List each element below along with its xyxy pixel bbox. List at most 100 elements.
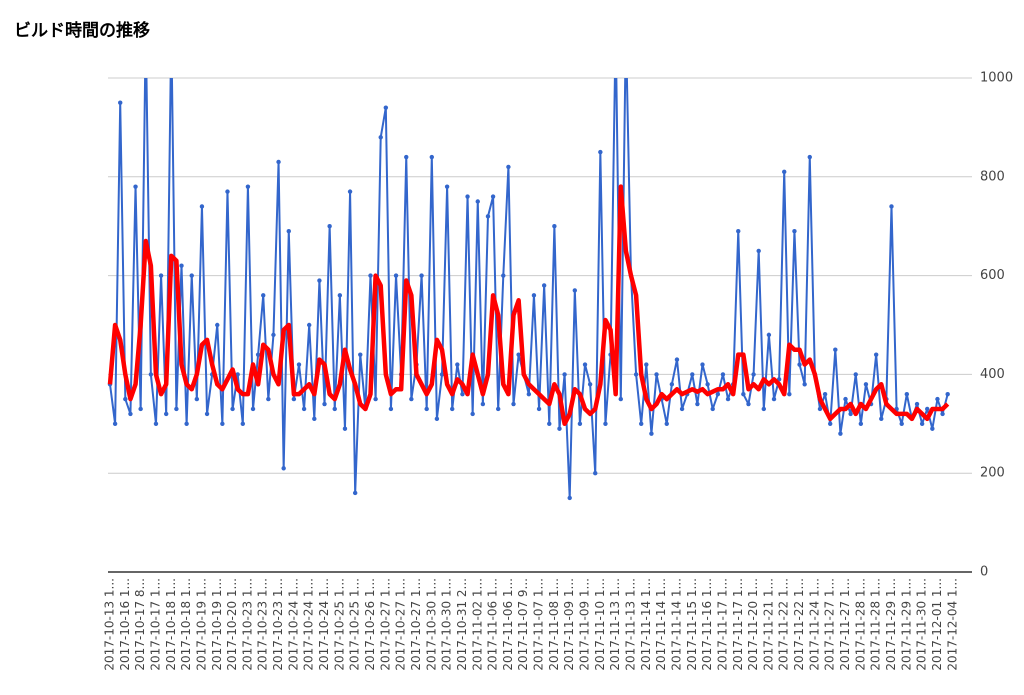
x-tick-label: 2017-10-30 1... — [424, 578, 438, 671]
data-point — [899, 421, 904, 426]
x-tick-label: 2017-11-24 1... — [807, 578, 821, 671]
x-tick-label: 2017-11-22 1... — [792, 578, 806, 671]
data-point — [639, 421, 644, 426]
series-line — [109, 78, 949, 499]
y-tick-label: 800 — [980, 169, 1005, 184]
x-tick-label: 2017-11-09 1... — [578, 578, 592, 671]
data-point — [914, 401, 920, 407]
data-point — [587, 382, 593, 387]
data-point — [649, 431, 654, 436]
data-point — [807, 154, 812, 160]
data-point — [618, 396, 623, 402]
data-point — [133, 184, 138, 189]
data-point — [715, 391, 721, 397]
data-point — [138, 406, 143, 412]
data-point — [128, 411, 133, 417]
x-tick-label: 2017-10-16 1... — [118, 578, 132, 671]
x-tick-label: 2017-11-09 1... — [562, 578, 576, 671]
data-point — [148, 372, 154, 377]
x-tick-label: 2017-11-17 1... — [715, 578, 729, 671]
data-point — [322, 401, 327, 407]
data-point — [450, 406, 455, 412]
x-tick-label: 2017-11-28 1... — [869, 578, 883, 671]
data-point — [255, 352, 261, 357]
data-point — [112, 421, 118, 426]
data-point — [669, 382, 675, 387]
data-point — [169, 26, 173, 30]
data-point — [598, 149, 603, 155]
x-tick-label: 2017-10-24 1... — [286, 578, 300, 671]
data-point — [393, 273, 399, 278]
x-tick-label: 2017-11-27 1... — [823, 578, 837, 671]
chart-title: ビルド時間の推移 — [14, 20, 150, 41]
data-point — [567, 495, 572, 501]
data-point — [644, 362, 649, 367]
y-tick-label: 0 — [980, 565, 988, 580]
data-point — [465, 194, 470, 199]
data-point — [184, 421, 189, 426]
data-point — [557, 426, 562, 431]
data-point — [863, 382, 869, 387]
data-point — [904, 391, 910, 397]
data-point — [511, 401, 516, 407]
data-point — [695, 401, 700, 407]
x-tick-label: 2017-10-31 2... — [455, 578, 469, 671]
x-tick-label: 2017-10-23 1... — [271, 578, 285, 671]
data-point — [802, 382, 807, 387]
data-point — [271, 332, 276, 338]
x-tick-label: 2017-10-26 1... — [363, 578, 377, 671]
data-point — [582, 362, 588, 367]
y-tick-label: 200 — [980, 466, 1005, 481]
x-tick-label: 2017-11-06 1... — [486, 578, 500, 671]
data-point — [633, 372, 639, 377]
data-point — [935, 396, 940, 402]
data-point — [475, 199, 480, 204]
data-point — [352, 490, 358, 496]
x-tick-label: 2017-10-18 1... — [179, 578, 193, 671]
data-point — [123, 396, 128, 402]
data-point — [174, 406, 179, 412]
data-point — [945, 391, 950, 397]
data-point — [455, 362, 460, 367]
data-point — [822, 391, 828, 397]
data-point — [919, 421, 925, 426]
data-point — [746, 401, 751, 407]
data-point — [577, 421, 583, 426]
data-point — [163, 411, 169, 417]
data-point — [434, 416, 440, 422]
data-point — [879, 416, 884, 422]
data-point — [624, 26, 628, 30]
x-tick-label: 2017-11-28 1... — [853, 578, 867, 671]
x-tick-label: 2017-10-27 1... — [409, 578, 423, 671]
x-tick-label: 2017-10-23 1... — [240, 578, 254, 671]
data-point — [439, 372, 445, 377]
data-point — [261, 293, 266, 298]
y-tick-label: 600 — [980, 268, 1005, 283]
x-tick-label: 2017-11-07 1... — [532, 578, 546, 671]
data-point — [541, 283, 547, 288]
data-point — [286, 228, 291, 234]
data-point — [562, 372, 567, 377]
x-tick-label: 2017-10-25 1... — [332, 578, 346, 671]
data-point — [480, 401, 486, 407]
x-tick-label: 2017-11-08 1... — [547, 578, 561, 671]
data-point — [332, 406, 337, 412]
data-point — [225, 189, 230, 194]
x-tick-label: 2017-10-25 1... — [348, 578, 362, 671]
data-point — [460, 391, 465, 397]
data-point — [317, 278, 322, 283]
x-tick-label: 2017-11-22 1... — [777, 578, 791, 671]
data-point — [266, 396, 271, 402]
data-point — [485, 214, 491, 219]
data-point — [940, 411, 945, 417]
x-tick-label: 2017-10-18 1... — [164, 578, 178, 671]
data-point — [690, 372, 695, 377]
data-point — [547, 421, 552, 426]
y-tick-label: 1000 — [980, 71, 1013, 86]
data-point — [531, 293, 537, 298]
x-tick-label: 2017-11-13 1... — [608, 578, 622, 671]
x-tick-label: 2017-11-06 1... — [501, 578, 515, 671]
data-point — [766, 332, 772, 338]
x-tick-label: 2017-11-07 9... — [516, 578, 530, 671]
data-point — [817, 406, 823, 412]
